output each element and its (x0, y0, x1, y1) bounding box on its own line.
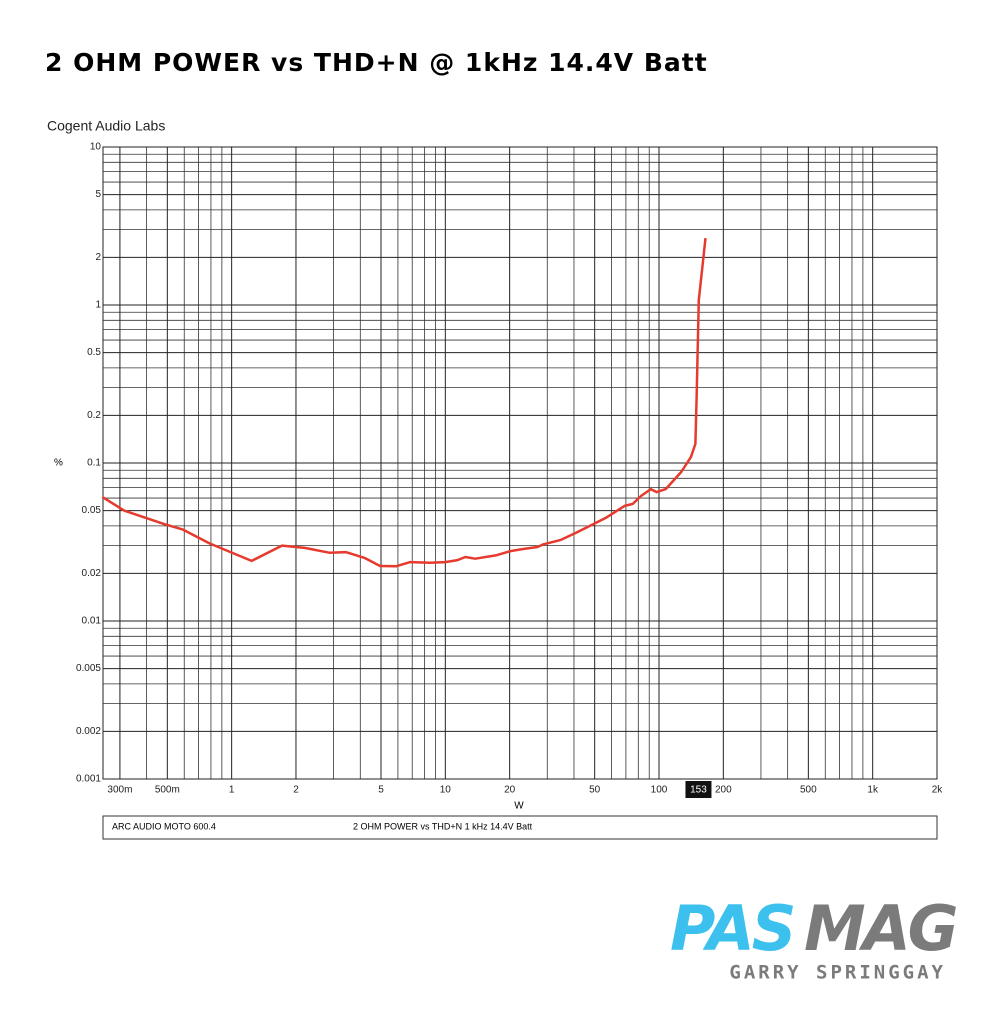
data-line (101, 237, 707, 568)
x-tick-label: 20 (504, 785, 516, 796)
author: GARRY SPRINGGAY (729, 962, 946, 984)
y-tick-label: 1 (95, 300, 101, 311)
y-tick-label: 5 (95, 189, 101, 200)
x-tick-label: 2k (932, 785, 944, 796)
x-tick-label: 1k (867, 785, 879, 796)
marker-box (685, 781, 712, 798)
y-tick-label: 0.001 (76, 774, 101, 785)
y-tick-label: 2 (95, 252, 101, 263)
x-tick-label: 2 (293, 785, 299, 796)
y-tick-label: 0.05 (82, 505, 102, 516)
x-tick-label: 500 (800, 785, 817, 796)
y-tick-label: 0.005 (76, 663, 101, 674)
footer-left: ARC AUDIO MOTO 600.4 (112, 821, 216, 831)
marker-label: 153 (690, 785, 707, 796)
y-tick-label: 0.002 (76, 726, 101, 737)
logo-mag: MAG (804, 892, 957, 965)
x-tick-label: 50 (589, 785, 601, 796)
y-tick-label: 0.02 (82, 568, 102, 579)
x-axis-label: W (514, 801, 524, 812)
y-tick-label: 10 (90, 142, 102, 153)
y-tick-label: 0.1 (87, 458, 101, 469)
y-tick-label: 0.01 (82, 616, 102, 627)
x-tick-label: 10 (440, 785, 452, 796)
y-tick-label: 0.5 (87, 347, 101, 358)
footer-right: 2 OHM POWER vs THD+N 1 kHz 14.4V Batt (353, 821, 533, 831)
x-tick-label: 100 (651, 785, 668, 796)
subtitle: Cogent Audio Labs (47, 118, 165, 134)
x-tick-label: 500m (155, 785, 180, 796)
logo-pas: PAS (670, 892, 794, 965)
x-tick-label: 1 (229, 785, 235, 796)
y-tick-label: 0.2 (87, 410, 101, 421)
x-tick-label: 200 (715, 785, 732, 796)
y-axis-label: % (54, 458, 63, 469)
footer-box (102, 815, 938, 840)
x-tick-label: 5 (378, 785, 384, 796)
chart-title: 2 OHM POWER vs THD+N @ 1kHz 14.4V Batt (45, 48, 708, 77)
x-tick-label: 300m (107, 785, 132, 796)
